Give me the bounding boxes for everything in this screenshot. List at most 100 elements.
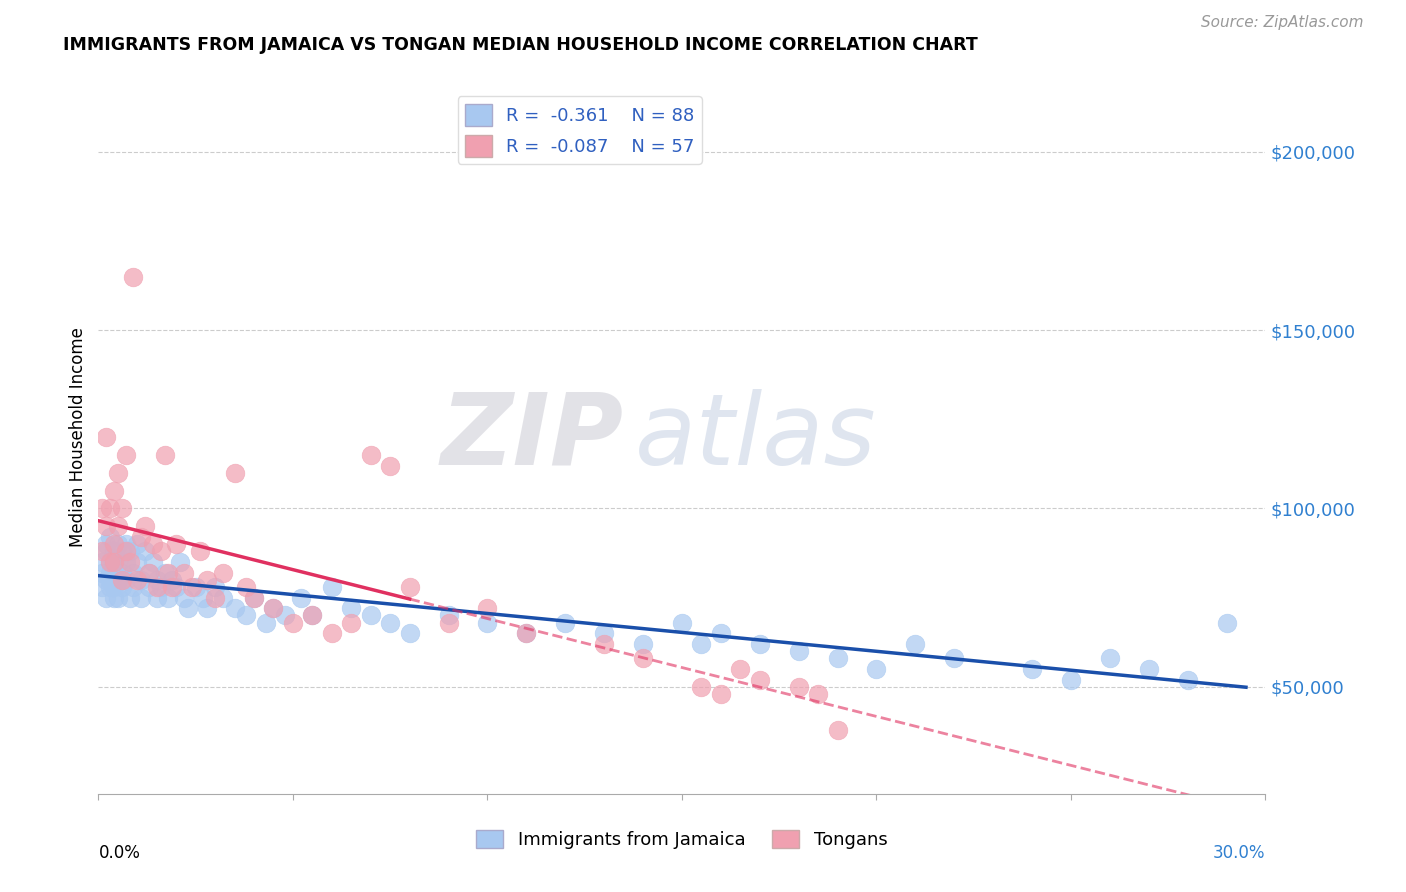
Point (98, 566, 121, 580)
Point (1215, 615, 1237, 630)
Point (904, 637, 927, 651)
Point (1060, 673, 1083, 687)
Point (165, 537, 187, 551)
Point (134, 519, 156, 533)
Point (827, 651, 849, 665)
Point (360, 608, 382, 623)
Point (98, 501, 121, 516)
Point (96, 519, 118, 533)
Point (146, 580, 169, 594)
Point (787, 644, 810, 658)
Point (204, 580, 226, 594)
Point (129, 573, 152, 587)
Point (262, 601, 284, 615)
Point (122, 566, 145, 580)
Point (129, 591, 152, 605)
Point (173, 566, 195, 580)
Point (437, 615, 460, 630)
Point (134, 544, 156, 558)
Point (184, 580, 207, 594)
Point (103, 555, 125, 569)
Point (398, 580, 420, 594)
Point (96, 537, 118, 551)
Point (631, 637, 654, 651)
Text: 30.0%: 30.0% (1213, 844, 1265, 862)
Point (149, 580, 172, 594)
Text: ZIP: ZIP (440, 389, 624, 485)
Point (787, 680, 810, 694)
Point (114, 537, 136, 551)
Point (146, 591, 169, 605)
Point (157, 566, 180, 580)
Point (103, 537, 125, 551)
Point (1137, 662, 1160, 676)
Point (127, 555, 149, 569)
Point (138, 566, 160, 580)
Point (301, 608, 323, 623)
Point (118, 544, 141, 558)
Point (138, 580, 160, 594)
Point (195, 601, 218, 615)
Point (195, 573, 218, 587)
Point (127, 537, 149, 551)
Point (114, 544, 136, 558)
Point (107, 555, 129, 569)
Point (515, 626, 537, 640)
Point (340, 615, 363, 630)
Point (593, 626, 616, 640)
Point (91, 501, 114, 516)
Point (1177, 673, 1199, 687)
Point (111, 501, 134, 516)
Point (177, 601, 200, 615)
Point (122, 580, 145, 594)
Point (165, 580, 187, 594)
Point (103, 566, 125, 580)
Point (127, 573, 149, 587)
Point (690, 680, 713, 694)
Legend: Immigrants from Jamaica, Tongans: Immigrants from Jamaica, Tongans (470, 822, 894, 856)
Point (243, 591, 266, 605)
Point (162, 580, 184, 594)
Point (1021, 662, 1043, 676)
Point (748, 673, 770, 687)
Point (96, 544, 118, 558)
Point (98, 573, 121, 587)
Point (107, 591, 129, 605)
Point (157, 591, 180, 605)
Point (827, 723, 849, 737)
Point (98, 580, 121, 594)
Point (91, 566, 114, 580)
Point (103, 544, 125, 558)
Point (114, 573, 136, 587)
Point (1098, 651, 1121, 665)
Point (254, 615, 277, 630)
Point (212, 591, 235, 605)
Point (515, 626, 537, 640)
Point (98, 555, 121, 569)
Point (360, 448, 382, 462)
Point (103, 483, 125, 498)
Point (114, 555, 136, 569)
Text: 0.0%: 0.0% (98, 844, 141, 862)
Point (103, 580, 125, 594)
Point (180, 580, 202, 594)
Point (107, 537, 129, 551)
Point (477, 601, 499, 615)
Point (91, 555, 114, 569)
Text: atlas: atlas (636, 389, 877, 485)
Point (107, 519, 129, 533)
Point (118, 555, 141, 569)
Point (477, 615, 499, 630)
Point (98, 555, 121, 569)
Point (107, 573, 129, 587)
Point (212, 566, 235, 580)
Point (710, 626, 733, 640)
Point (224, 466, 246, 480)
Point (96, 430, 118, 444)
Point (235, 580, 257, 594)
Point (380, 458, 402, 473)
Point (554, 615, 576, 630)
Point (98, 530, 121, 544)
Point (146, 573, 169, 587)
Text: Source: ZipAtlas.com: Source: ZipAtlas.com (1201, 15, 1364, 29)
